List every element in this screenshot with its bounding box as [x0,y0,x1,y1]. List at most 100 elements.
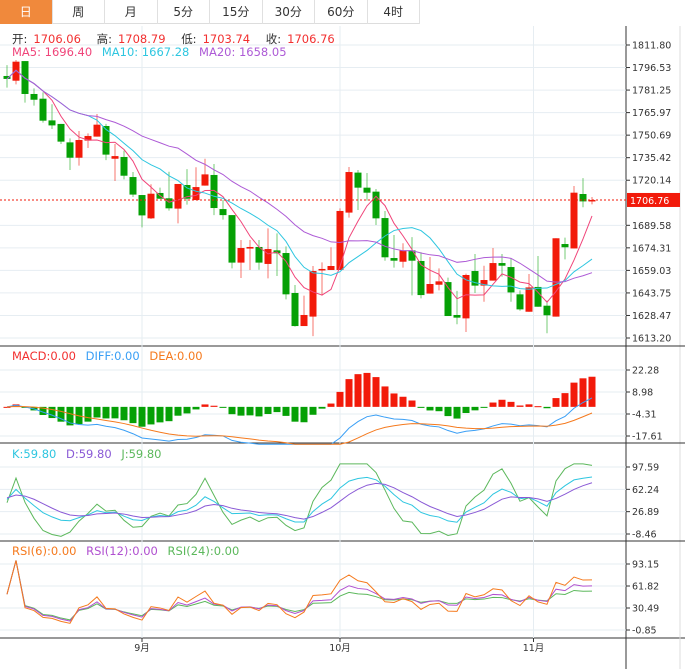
macd-histogram-bar [84,406,92,422]
close-label: 收: [265,32,282,46]
macd-histogram-bar [489,402,497,407]
macd-value: MACD:0.00 [12,349,76,363]
tab-4hour[interactable]: 4时 [368,0,420,24]
candle [327,247,335,270]
candle [183,169,191,205]
macd-histogram-bar [138,406,146,427]
ma-legend: MA5: 1696.40 MA10: 1667.28 MA20: 1658.05 [12,45,293,59]
kdj-axis-label: 97.59 [632,463,659,474]
candle [21,61,29,103]
macd-histogram-bar [48,406,56,419]
tab-week[interactable]: 周 [53,0,105,24]
candle-body [489,263,497,281]
candle-body [147,193,155,219]
candle-body [363,187,371,193]
k-line [6,476,593,523]
candle [525,273,533,312]
close-value: 1706.76 [287,32,335,46]
macd-histogram-bar [336,391,344,407]
macd-histogram-bar [165,406,173,422]
macd-histogram-bar [309,406,317,415]
macd-histogram-bar [408,400,416,407]
candle [174,183,182,224]
candle [12,60,20,85]
candle-body [237,248,245,263]
high-label: 高: [96,32,112,46]
macd-histogram-bar [381,386,389,407]
candle-body [30,93,38,100]
candle-body [390,258,398,261]
candle-body [192,187,200,201]
candle-body [552,238,560,317]
open-value: 1706.06 [33,32,81,46]
tab-60min[interactable]: 60分 [315,0,368,24]
macd-histogram-bar [453,406,461,419]
candle [480,265,488,302]
tab-day[interactable]: 日 [0,0,53,24]
candle [201,158,209,186]
candle [471,254,479,294]
price-axis-label: 1674.31 [632,243,671,254]
price-axis-label: 1765.97 [632,108,671,119]
macd-histogram-bar [120,406,128,421]
kdj-axis-label: 62.24 [632,485,659,496]
d-line [6,482,593,520]
open-label: 开: [12,32,28,46]
candle-body [471,271,479,286]
candle-body [84,136,92,141]
candle [93,114,101,137]
macd-histogram-bar [399,396,407,407]
candle-body [3,75,11,79]
price-axis-label: 1750.69 [632,131,671,142]
dea-line [6,406,593,445]
candle-body [381,218,389,258]
candle [165,171,173,211]
candle [489,248,497,281]
current-price-label: 1706.76 [630,196,669,207]
current-price-marker [627,192,680,207]
macd-histogram-bar [552,398,560,407]
candle-body [435,281,443,285]
macd-histogram-bar [390,393,398,407]
price-axis-label: 1643.75 [632,288,671,299]
price-axis-label: 1796.53 [632,63,671,74]
candle [588,196,596,205]
macd-histogram-bar [246,406,254,416]
tab-15min[interactable]: 15分 [210,0,263,24]
kdj-axis-label: -8.46 [632,530,657,541]
macd-histogram-bar [354,374,362,407]
candle-body [12,61,20,81]
candle-body [516,294,524,310]
tab-month[interactable]: 月 [105,0,158,24]
time-axis-label: 11月 [523,643,545,654]
candle [228,215,236,269]
candle-body [507,267,515,293]
candle [417,252,425,299]
tab-5min[interactable]: 5分 [158,0,210,24]
macd-axis-label: -17.61 [632,432,663,443]
candle [210,164,218,216]
candle [120,150,128,180]
candle-body [588,199,596,202]
d-value: D:59.80 [66,447,112,461]
macd-histogram-bar [147,406,155,425]
tab-30min[interactable]: 30分 [263,0,315,24]
candle [129,172,137,197]
macd-histogram-bar [282,406,290,416]
high-value: 1708.79 [117,32,166,46]
candle [579,178,587,208]
macd-histogram-bar [129,406,137,424]
rsi-legend: RSI(6):0.00 RSI(12):0.00 RSI(24):0.00 [12,544,245,558]
macd-axis-label: 22.28 [632,366,659,377]
candle-body [255,246,263,263]
macd-histogram-bar [183,406,191,414]
candle [336,208,344,270]
candle [399,243,407,268]
candle-body [102,125,110,155]
candle-body [525,287,533,312]
candle [30,88,38,106]
ma10-value: MA10: 1667.28 [101,45,190,59]
candle [363,173,371,201]
candle-body [354,172,362,188]
